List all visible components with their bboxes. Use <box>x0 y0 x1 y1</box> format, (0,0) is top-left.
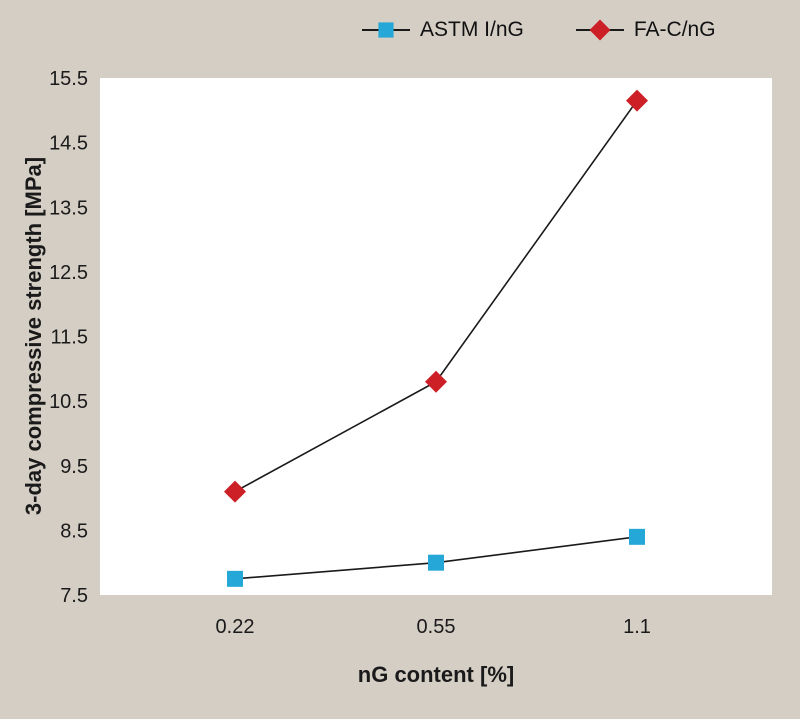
diamond-marker-icon <box>626 89 648 112</box>
y-tick-label: 11.5 <box>51 327 88 349</box>
y-tick-label: 8.5 <box>60 520 88 542</box>
square-marker-icon <box>428 554 444 571</box>
legend-marker-swatch <box>575 19 624 41</box>
y-tick-label: 7.5 <box>60 585 88 607</box>
legend-marker-swatch <box>362 22 410 38</box>
plot-area <box>100 78 772 595</box>
diamond-marker-icon <box>589 19 611 41</box>
x-axis-title: nG content [%] <box>357 662 515 687</box>
x-tick-label: 0.55 <box>417 616 456 638</box>
y-tick-label: 15.5 <box>49 68 88 90</box>
x-tick-label: 0.22 <box>216 616 255 638</box>
y-tick-label: 10.5 <box>49 391 88 413</box>
x-tick-label: 1.1 <box>623 616 651 638</box>
y-tick-label: 13.5 <box>49 197 88 219</box>
square-marker-icon <box>227 570 243 587</box>
diamond-marker-icon <box>425 370 447 393</box>
y-axis-title: 3-day compressive strength [MPa] <box>21 156 46 516</box>
y-tick-label: 14.5 <box>49 133 88 155</box>
legend-diamond-marker-icon <box>575 18 624 42</box>
square-marker-icon <box>378 22 394 38</box>
y-tick-label: 9.5 <box>60 456 88 478</box>
legend-label: ASTM I/nG <box>420 18 524 41</box>
diamond-marker-icon <box>224 480 246 503</box>
legend-item-astm: ASTM I/nG <box>362 18 524 42</box>
y-tick-label: 12.5 <box>49 262 88 284</box>
legend-item-fac: FA-C/nG <box>575 18 716 42</box>
legend-square-marker-icon <box>362 18 410 42</box>
chart-legend: ASTM I/nG FA-C/nG <box>362 18 716 42</box>
legend-label: FA-C/nG <box>633 18 716 41</box>
square-marker-icon <box>629 528 645 545</box>
